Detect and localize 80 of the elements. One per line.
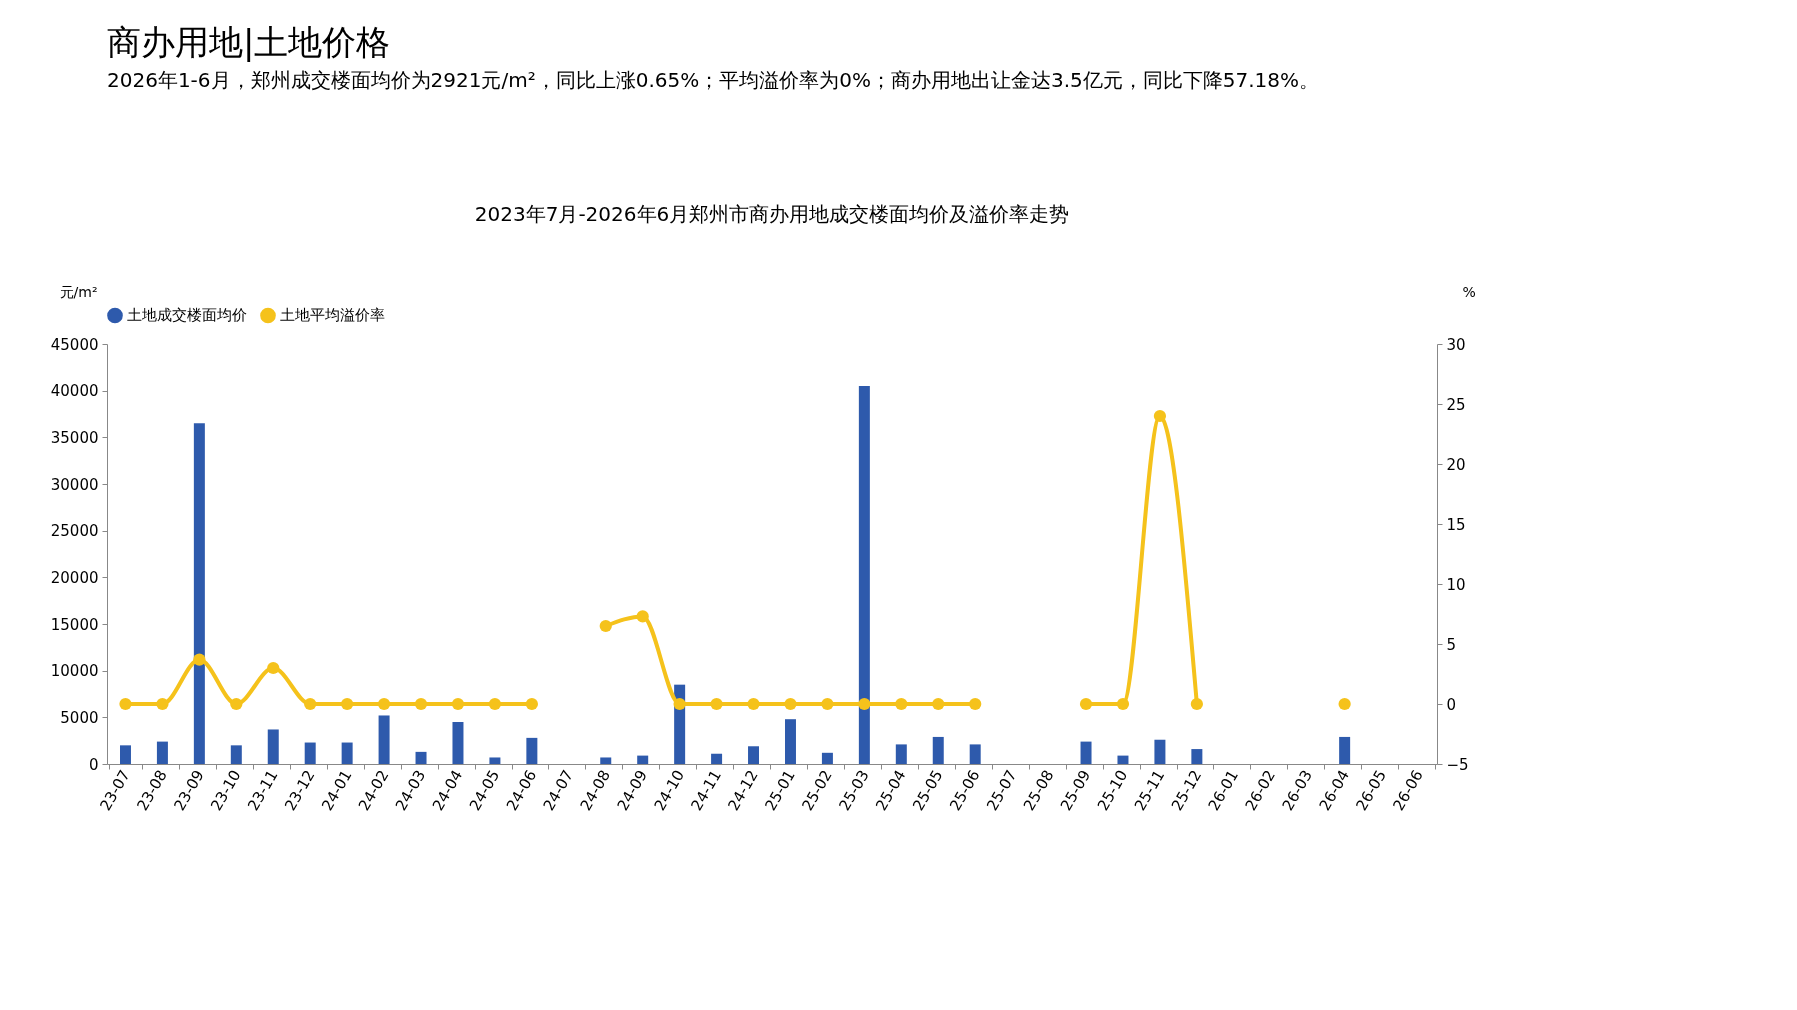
point (341, 697, 354, 711)
bar (452, 722, 464, 764)
y-tick-label: 35000 (50, 428, 99, 447)
y-tick-label: 15000 (50, 615, 99, 634)
y-tick-label: 10000 (50, 662, 99, 681)
y2-tick-label: 25 (1446, 395, 1466, 414)
bar (895, 744, 907, 764)
bar (969, 744, 981, 764)
point (1116, 697, 1130, 711)
point (599, 619, 612, 633)
point (932, 697, 945, 711)
point (1190, 697, 1203, 711)
point (304, 697, 317, 711)
y2-tick-label: −5 (1446, 755, 1469, 774)
y2-tick-label: 0 (1446, 695, 1457, 714)
point (267, 661, 280, 675)
point (525, 697, 538, 711)
point (230, 697, 243, 711)
bar (711, 753, 723, 764)
bar (119, 745, 131, 764)
point (747, 697, 760, 711)
point (821, 697, 834, 711)
bar (415, 751, 427, 764)
y2-tick-label: 20 (1446, 455, 1466, 474)
bar (932, 736, 944, 764)
point (119, 697, 132, 711)
legend-label: 土地平均溢价率 (280, 306, 385, 325)
y2-tick-label: 5 (1446, 635, 1457, 654)
point (193, 653, 206, 666)
bar (230, 745, 242, 764)
bar (1080, 741, 1092, 764)
point (414, 697, 428, 711)
y2-tick-label: 10 (1446, 575, 1466, 594)
bar (1339, 736, 1351, 764)
point (969, 697, 982, 711)
bar (858, 386, 870, 764)
bar (748, 746, 760, 764)
point (895, 697, 908, 711)
point (1338, 697, 1351, 711)
point (858, 697, 871, 711)
y-tick-label: 40000 (50, 382, 99, 401)
y-tick-label: 45000 (50, 335, 99, 354)
bar (1117, 755, 1129, 764)
point (784, 697, 797, 711)
y-tick-label: 0 (88, 755, 99, 774)
y-axis-title: 元/m² (59, 283, 98, 300)
point (488, 697, 502, 711)
chart-title: 2023年7月-2026年6月郑州市商办用地成交楼面均价及溢价率走势 (474, 202, 1070, 226)
bar (784, 719, 796, 764)
bar (526, 737, 538, 764)
point (156, 697, 169, 711)
y-tick-label: 20000 (50, 568, 99, 587)
y2-tick-label: 15 (1446, 515, 1466, 534)
text: 2026年1-6月，郑州成交楼面均价为2921元/m²，同比上涨0.65%；平均溢价率为0%；商办用地出让金达3.5亿元，同比下降57.18%。 (107, 68, 1320, 93)
y-tick-label: 30000 (50, 475, 99, 494)
point (377, 697, 391, 711)
point (1153, 409, 1167, 423)
point (710, 697, 723, 711)
y-tick-label: 5000 (60, 708, 99, 727)
bar (489, 757, 501, 764)
bar (637, 755, 649, 764)
bar (304, 742, 316, 764)
bar (378, 715, 390, 764)
bar (341, 742, 353, 764)
y2-axis-title: % (1462, 283, 1476, 300)
text: 商办用地|土地价格 (107, 21, 391, 62)
bar (1191, 749, 1203, 764)
y-tick-label: 25000 (50, 522, 99, 541)
bar (821, 752, 833, 764)
bar (156, 741, 168, 764)
bar (267, 729, 279, 764)
point (673, 697, 686, 711)
y2-tick-label: 30 (1446, 335, 1466, 354)
point (1079, 697, 1093, 711)
point (636, 610, 649, 623)
bar (193, 423, 205, 764)
bar (1154, 739, 1166, 764)
point (451, 697, 465, 711)
bar (600, 757, 612, 764)
legend-label: 土地成交楼面均价 (127, 306, 247, 325)
